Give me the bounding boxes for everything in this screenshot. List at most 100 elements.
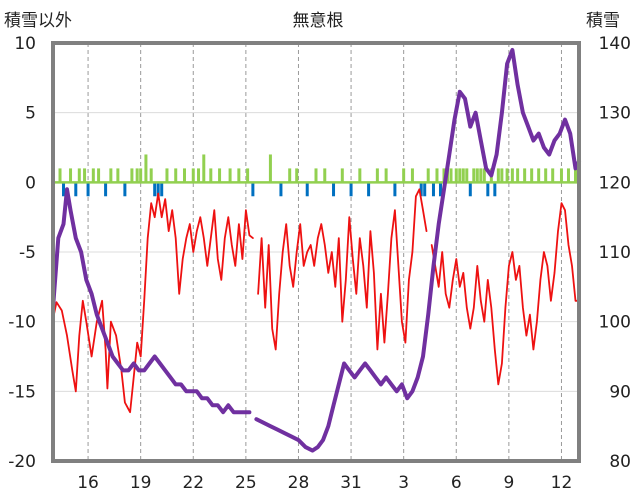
- precip-bar-77: [530, 168, 534, 183]
- left-tick-label-3: -5: [19, 243, 36, 263]
- precip-bar-22: [174, 168, 178, 183]
- precip-bar-46: [384, 168, 388, 183]
- temperature-line-0: [52, 192, 254, 414]
- x-tick-label-9: 12: [551, 473, 573, 493]
- precip-bar-6: [86, 182, 90, 197]
- precip-bar-62: [465, 168, 469, 183]
- precip-bar-17: [149, 168, 153, 183]
- precip-bar-1: [62, 182, 66, 197]
- precip-bar-79: [544, 168, 548, 183]
- precip-bar-58: [449, 168, 453, 183]
- right-tick-label-5: 90: [609, 382, 631, 402]
- snow-depth-line-3: [51, 187, 252, 415]
- precip-bar-12: [123, 182, 127, 197]
- precip-bar-7: [91, 168, 95, 183]
- snow-depth-line-4: [254, 48, 581, 453]
- precip-bar-65: [475, 168, 479, 183]
- precip-bar-82: [566, 168, 570, 183]
- precip-bar-2: [69, 168, 73, 183]
- series-lines: [51, 48, 581, 453]
- precip-bar-51: [423, 182, 427, 197]
- precip-bar-52: [426, 168, 430, 183]
- x-tick-label-0: 16: [77, 473, 99, 493]
- precip-bar-20: [160, 182, 164, 197]
- precip-bar-26: [202, 154, 206, 183]
- precip-bar-9: [104, 182, 108, 197]
- temperature-line-2: [430, 202, 580, 386]
- left-tick-label-0: 10: [14, 34, 36, 54]
- precip-bar-13: [130, 168, 134, 183]
- precip-bar-0: [58, 168, 62, 183]
- precip-bar-19: [156, 182, 160, 197]
- precip-bar-24: [191, 168, 195, 183]
- precip-bar-37: [305, 182, 309, 197]
- precip-bar-28: [218, 168, 222, 183]
- left-tick-label-1: 5: [25, 104, 36, 124]
- precip-bar-42: [349, 182, 353, 197]
- precip-bar-76: [523, 168, 527, 183]
- precip-bar-25: [197, 168, 201, 183]
- x-tick-label-1: 19: [130, 473, 152, 493]
- precip-bars: [58, 154, 581, 197]
- x-tick-label-5: 31: [340, 473, 362, 493]
- precip-bar-50: [419, 182, 423, 197]
- precip-bar-44: [367, 182, 371, 197]
- precip-bar-32: [251, 182, 255, 197]
- temperature-line-1: [257, 188, 428, 351]
- precip-bar-59: [454, 168, 458, 183]
- x-tick-label-3: 25: [235, 473, 257, 493]
- precip-bar-83: [573, 168, 577, 183]
- right-tick-label-4: 100: [599, 313, 631, 333]
- right-tick-label-1: 130: [599, 104, 631, 124]
- precip-bar-16: [144, 154, 148, 183]
- chart-title: 無意根: [292, 11, 344, 31]
- precip-bar-33: [268, 154, 272, 183]
- precip-bar-81: [559, 168, 563, 183]
- precip-bar-15: [139, 168, 143, 183]
- precip-bar-80: [551, 168, 555, 183]
- precip-bar-4: [77, 168, 81, 183]
- left-tick-label-6: -20: [8, 452, 36, 472]
- right-tick-label-3: 110: [599, 243, 631, 263]
- precip-bar-68: [486, 182, 490, 197]
- precip-bar-45: [375, 168, 379, 183]
- left-tick-label-2: 0: [25, 173, 36, 193]
- right-axis-title: 積雪: [586, 11, 620, 31]
- precip-bar-48: [402, 168, 406, 183]
- precip-bar-23: [183, 168, 186, 183]
- x-tick-label-6: 3: [398, 473, 409, 493]
- precip-bar-36: [295, 168, 299, 183]
- left-tick-labels: 10 5 0 -5 -10 -15 -20: [8, 34, 36, 472]
- precip-bar-3: [74, 182, 78, 197]
- right-tick-label-2: 120: [599, 173, 631, 193]
- x-tick-label-2: 22: [182, 473, 204, 493]
- precip-bar-41: [340, 168, 344, 183]
- x-tick-labels: 16 19 22 25 28 31 3 6 9 12: [77, 473, 572, 493]
- precip-bar-30: [237, 168, 241, 183]
- precip-bar-5: [83, 168, 87, 183]
- precip-bar-43: [358, 168, 362, 183]
- precip-bar-72: [500, 168, 504, 183]
- precip-bar-53: [431, 182, 435, 197]
- precip-bar-18: [153, 182, 157, 197]
- precip-bar-67: [482, 168, 486, 183]
- precip-bar-31: [246, 168, 250, 183]
- precip-bar-64: [472, 168, 476, 183]
- precip-bar-40: [332, 182, 336, 197]
- left-tick-label-4: -10: [8, 313, 36, 333]
- precip-bar-39: [323, 168, 327, 183]
- x-tick-label-8: 9: [503, 473, 514, 493]
- precip-bar-21: [165, 168, 169, 183]
- precip-bar-71: [496, 168, 500, 183]
- precip-bar-75: [516, 168, 520, 183]
- left-axis-title: 積雪以外: [4, 11, 72, 31]
- precip-bar-47: [393, 182, 397, 197]
- precip-bar-54: [435, 168, 439, 183]
- plot-frame: [51, 41, 581, 463]
- precip-bar-35: [288, 168, 292, 183]
- precip-bar-14: [135, 168, 139, 183]
- precip-bar-73: [505, 168, 509, 183]
- precip-bar-38: [314, 168, 318, 183]
- precip-bar-27: [209, 168, 213, 183]
